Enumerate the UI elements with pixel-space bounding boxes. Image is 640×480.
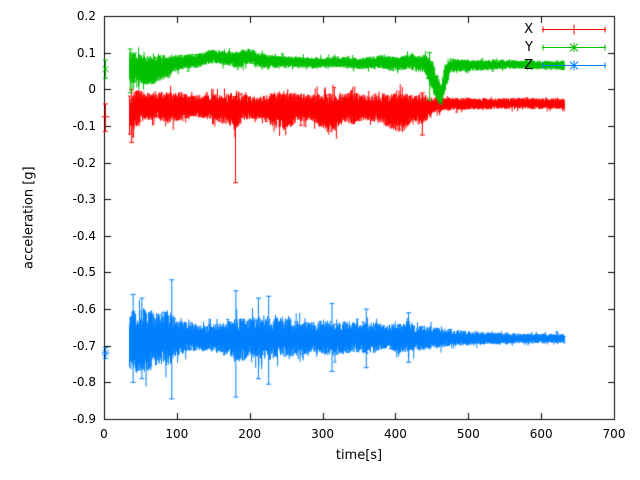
legend-label-z: Z: [524, 57, 533, 73]
legend: X Y: [524, 20, 606, 74]
legend-label-y: Y: [525, 39, 533, 55]
legend-sample-errorbar-asterisk-icon: [542, 60, 606, 70]
y-tick-label: -0.8: [72, 375, 96, 390]
y-tick-label: -0.4: [72, 228, 96, 243]
x-tick-label: 600: [529, 427, 553, 441]
x-tick-label: 100: [165, 427, 189, 441]
x-tick-label: 700: [602, 427, 626, 441]
y-tick-label: -0.6: [72, 302, 96, 317]
legend-sample-errorbar-times-icon: [542, 42, 606, 52]
y-tick-label: -0.1: [72, 118, 96, 133]
x-tick-label: 500: [456, 427, 480, 441]
legend-item-x: X: [524, 20, 606, 38]
y-axis-label: acceleration [g]: [21, 166, 37, 269]
x-tick-label: 200: [238, 427, 262, 441]
legend-item-z: Z: [524, 56, 606, 74]
y-tick-label: -0.7: [72, 338, 96, 353]
y-tick-label: -0.9: [72, 412, 96, 426]
y-tick-label: -0.3: [72, 192, 96, 207]
legend-label-x: X: [524, 21, 533, 37]
y-tick-label: 0.2: [76, 9, 96, 23]
y-tick-label: 0: [88, 82, 96, 97]
y-tick-label: -0.5: [72, 265, 96, 280]
legend-item-y: Y: [524, 38, 606, 56]
legend-sample-errorbar-plus-icon: [542, 24, 606, 34]
y-tick-label: -0.2: [72, 155, 96, 170]
y-tick-label: 0.1: [76, 45, 96, 60]
x-tick-label: 300: [311, 427, 335, 441]
x-tick-label: 400: [383, 427, 407, 441]
x-axis-label: time[s]: [335, 448, 383, 463]
x-tick-label: 0: [100, 427, 108, 441]
